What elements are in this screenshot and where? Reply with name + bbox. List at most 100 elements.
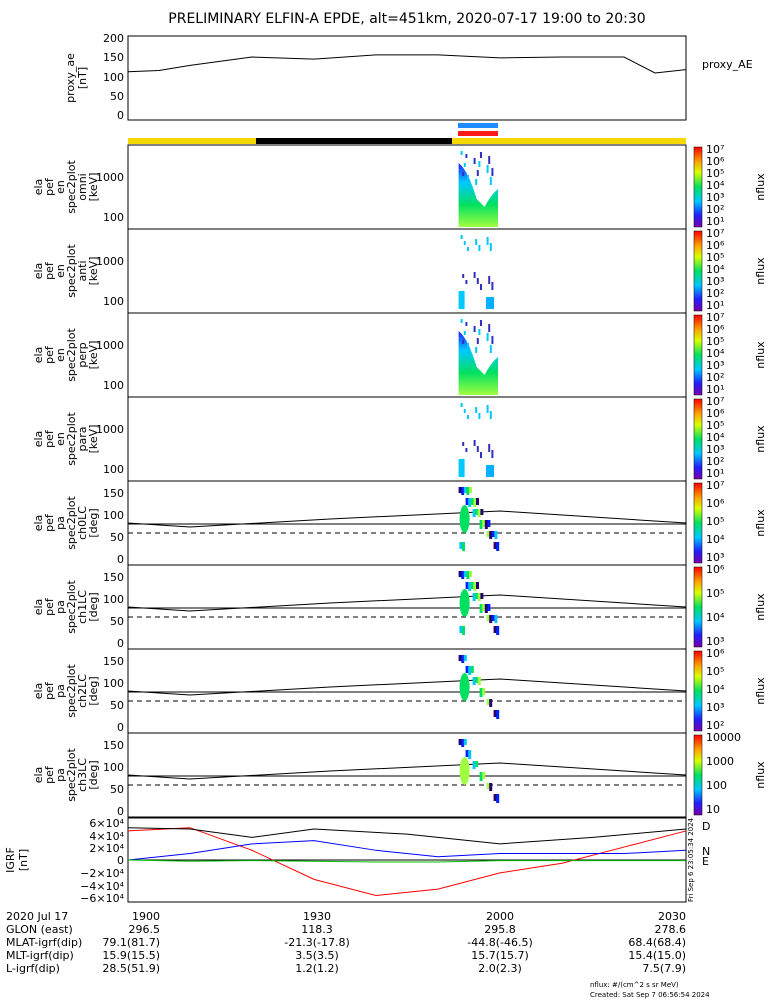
- colorbar-tick: 10²: [706, 719, 724, 732]
- igrf-line-n: [127, 840, 687, 861]
- pitch-ylabel-line: ela: [32, 767, 45, 784]
- proxy-ae-units: [nT]: [76, 67, 89, 89]
- orbit-bar-black: [256, 138, 452, 144]
- igrf-panel: IGRF [nT] 6×10⁴ 4×10⁴ 2×10⁴ 0 −2×10⁴ −4×…: [4, 817, 710, 905]
- colorbar-label: nflux: [754, 257, 767, 285]
- spectrum-low-energy-flux: [486, 297, 494, 309]
- colorbar-tick: 10⁵: [706, 251, 724, 264]
- igrf-line-total: [127, 827, 687, 845]
- pitch-pixel: [459, 542, 463, 549]
- proxy-ae-ylabel: proxy_ae: [64, 53, 77, 103]
- colorbar: [693, 566, 703, 648]
- footer-cell: 15.9(15.5): [102, 949, 160, 962]
- footer-cell: 7.5(7.9): [642, 962, 686, 975]
- spectrum-pixel: [488, 444, 491, 452]
- pitch-pixel: [458, 655, 462, 661]
- colorbar-tick: 10³: [706, 275, 724, 288]
- footer-cell: 2020 Jul 17: [6, 910, 68, 923]
- spectrum-pixel: [475, 179, 478, 185]
- spectrum-ylabel-line: en: [54, 432, 67, 446]
- spectrum-pixel: [465, 280, 468, 284]
- spectrum-pixel: [467, 415, 469, 419]
- spectrum-pixel: [486, 405, 489, 413]
- pitch-pixel: [472, 593, 476, 601]
- proxy-ae-line: [127, 54, 687, 74]
- colorbar: [693, 398, 703, 480]
- pitch-ylabel-line: ela: [32, 599, 45, 616]
- colorbar-tick: 10³: [706, 635, 724, 648]
- pitch-tick: 150: [103, 487, 124, 500]
- pitch-ylabel-line: [deg]: [87, 592, 100, 621]
- colorbar-tick: 10²: [706, 371, 724, 384]
- pitch-tick: 0: [117, 721, 124, 734]
- pitch-pixel: [472, 509, 476, 517]
- igrf-tick: 0: [117, 854, 124, 867]
- pitch-pixel: [486, 783, 490, 789]
- colorbar-tick: 10⁵: [706, 419, 724, 432]
- pitch-pixel: [493, 794, 497, 801]
- pitch-ylabel-line: ch0LC: [76, 506, 89, 540]
- colorbar-tick: 10⁵: [706, 167, 724, 180]
- spectrum-pixel: [486, 165, 489, 173]
- pitch-pixel: [477, 509, 481, 517]
- pitch-pixel: [489, 699, 493, 707]
- pitch-ylabel-line: pa: [54, 684, 67, 698]
- igrf-line-e: [127, 859, 686, 863]
- pitch-pixel: [496, 626, 500, 635]
- colorbar-tick: 10⁴: [706, 347, 725, 360]
- pitch-ylabel-line: [deg]: [87, 508, 100, 537]
- igrf-tick: −2×10⁴: [80, 867, 124, 880]
- spectrum-pixel: [491, 168, 494, 176]
- plot-title: PRELIMINARY ELFIN-A EPDE, alt=451km, 202…: [168, 11, 645, 27]
- colorbar-tick: 10⁷: [706, 311, 724, 324]
- pitch-pixel: [458, 571, 462, 577]
- pitch-pixel: [493, 542, 497, 549]
- pitch-ylabel-line: ela: [32, 515, 45, 532]
- pitch-ylabel-line: ch2LC: [76, 674, 89, 708]
- colorbar-tick: 10⁷: [706, 143, 724, 156]
- colorbar-tick: 10⁴: [706, 263, 725, 276]
- footer-cell: 3.5(3.5): [295, 949, 339, 962]
- footer-cell: 2000: [486, 910, 514, 923]
- energy-tick: 100: [103, 379, 124, 392]
- colorbar-tick: 10¹: [706, 383, 724, 396]
- spectrum-ylabel-line: [keV]: [87, 341, 100, 370]
- colorbar: [693, 734, 703, 816]
- spectrum-pixel: [476, 446, 479, 452]
- footer-cell: 15.7(15.7): [471, 949, 529, 962]
- colorbar-tick: 10³: [706, 359, 724, 372]
- spectrum-ylabel-line: en: [54, 180, 67, 194]
- pitch-pixel: [473, 498, 477, 507]
- proxy-ae-tick: 200: [103, 32, 124, 45]
- energy-tick: 100: [103, 295, 124, 308]
- footer-cell: 1.2(1.2): [295, 962, 339, 975]
- spectrum-pixel: [473, 272, 476, 278]
- units-note: nflux: #/(cm^2 s sr MeV): [590, 981, 679, 989]
- pitch-ylabel-line: ch3LC: [76, 758, 89, 792]
- orbit-bar-yellow-right: [452, 138, 686, 144]
- pitch-pixel: [480, 509, 484, 515]
- proxy-ae-tick: 50: [110, 90, 124, 103]
- colorbar-tick: 10⁴: [706, 533, 725, 546]
- footer-cell: 79.1(81.7): [102, 936, 160, 949]
- pitch-pixel: [476, 498, 479, 505]
- pitch-pixel: [489, 783, 493, 791]
- spectrum-ylabel-line: anti: [76, 260, 89, 281]
- pitch-pixel: [494, 531, 498, 539]
- pitch-pixel: [484, 604, 488, 613]
- pitch-pixel: [486, 615, 490, 621]
- proxy-ae-panel: proxy_ae [nT] 200 150 100 50 0 proxy_AE: [64, 32, 753, 122]
- pitch-pixel: [491, 615, 495, 621]
- pitch-pixel: [475, 677, 479, 683]
- colorbar-tick: 10³: [706, 191, 724, 204]
- pitch-pixel: [470, 666, 474, 673]
- spectrum-panel-2: elapefenspec2plotperp[keV]100010010⁷10⁶1…: [32, 311, 767, 398]
- spectrum-pixel: [489, 345, 492, 353]
- pitch-pixel: [491, 531, 495, 537]
- pitch-pixel: [486, 531, 490, 537]
- spectrum-ylabel-line: [keV]: [87, 257, 100, 286]
- pitch-ylabel-line: ela: [32, 683, 45, 700]
- pitch-pixel: [482, 772, 486, 779]
- pitch-pixel: [465, 666, 469, 673]
